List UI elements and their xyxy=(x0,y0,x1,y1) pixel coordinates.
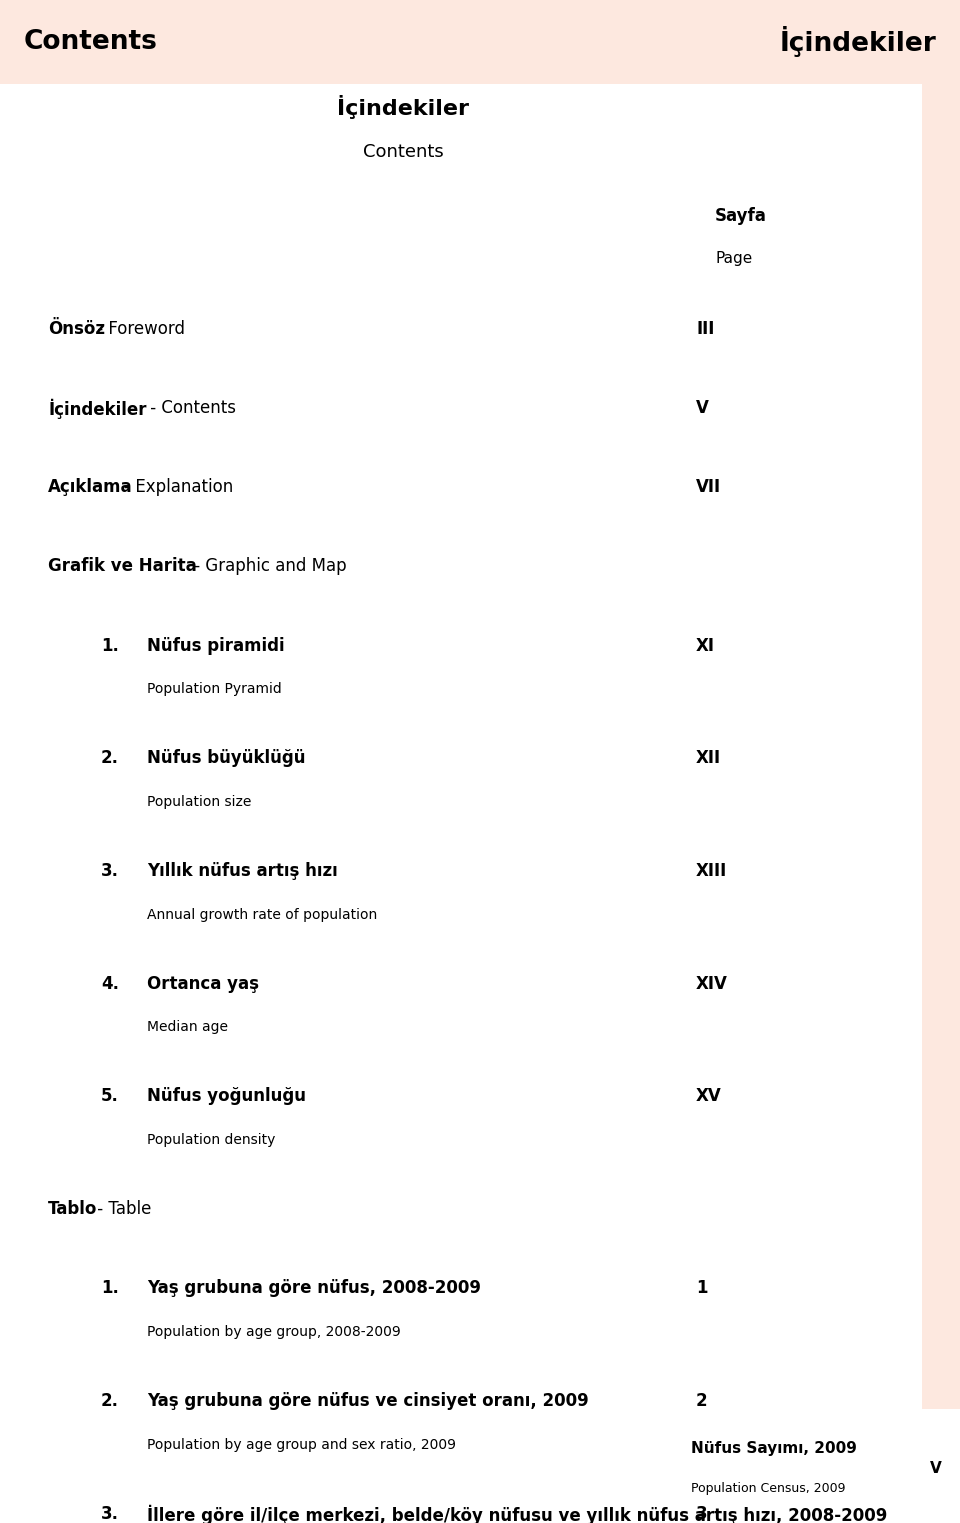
Text: Annual growth rate of population: Annual growth rate of population xyxy=(147,908,377,921)
Text: İçindekiler: İçindekiler xyxy=(780,26,936,58)
Text: Nüfus yoğunluğu: Nüfus yoğunluğu xyxy=(147,1087,306,1106)
Text: İllere göre il/ilçe merkezi, belde/köy nüfusu ve yıllık nüfus artış hızı, 2008-2: İllere göre il/ilçe merkezi, belde/köy n… xyxy=(147,1505,887,1523)
Text: Önsöz: Önsöz xyxy=(48,320,105,338)
Text: V: V xyxy=(930,1461,942,1476)
Text: Page: Page xyxy=(715,251,753,267)
Text: Contents: Contents xyxy=(24,29,157,55)
Text: VII: VII xyxy=(696,478,721,496)
Text: Nüfus Sayımı, 2009: Nüfus Sayımı, 2009 xyxy=(691,1441,857,1456)
Text: Population Pyramid: Population Pyramid xyxy=(147,682,281,696)
Text: 2.: 2. xyxy=(101,749,119,768)
Text: - Graphic and Map: - Graphic and Map xyxy=(189,557,347,576)
Text: XI: XI xyxy=(696,637,715,655)
Text: 5.: 5. xyxy=(101,1087,119,1106)
Text: - Explanation: - Explanation xyxy=(119,478,233,496)
Text: Population size: Population size xyxy=(147,795,252,809)
Text: XIII: XIII xyxy=(696,862,728,880)
Text: XII: XII xyxy=(696,749,721,768)
Text: Nüfus büyüklüğü: Nüfus büyüklüğü xyxy=(147,749,305,768)
Text: 2: 2 xyxy=(696,1392,708,1410)
Bar xyxy=(0,0,960,84)
Text: Population Census, 2009: Population Census, 2009 xyxy=(691,1482,846,1496)
Text: Nüfus piramidi: Nüfus piramidi xyxy=(147,637,284,655)
Text: V: V xyxy=(696,399,708,417)
Text: Sayfa: Sayfa xyxy=(715,207,767,225)
Text: Contents: Contents xyxy=(363,143,444,161)
Text: Yaş grubuna göre nüfus ve cinsiyet oranı, 2009: Yaş grubuna göre nüfus ve cinsiyet oranı… xyxy=(147,1392,588,1410)
Text: Population by age group, 2008-2009: Population by age group, 2008-2009 xyxy=(147,1325,400,1339)
Bar xyxy=(922,84,960,1523)
Text: 1: 1 xyxy=(696,1279,708,1298)
Text: Median age: Median age xyxy=(147,1020,228,1034)
Text: 3.: 3. xyxy=(101,862,119,880)
Text: Population density: Population density xyxy=(147,1133,276,1147)
Text: 2.: 2. xyxy=(101,1392,119,1410)
Text: III: III xyxy=(696,320,714,338)
Text: İçindekiler: İçindekiler xyxy=(337,94,469,119)
Text: 4.: 4. xyxy=(101,975,119,993)
Text: Grafik ve Harita: Grafik ve Harita xyxy=(48,557,197,576)
Text: Açıklama: Açıklama xyxy=(48,478,132,496)
Text: - Foreword: - Foreword xyxy=(92,320,185,338)
Text: 1.: 1. xyxy=(101,1279,119,1298)
Text: 3.: 3. xyxy=(101,1505,119,1523)
Text: Yıllık nüfus artış hızı: Yıllık nüfus artış hızı xyxy=(147,862,338,880)
Text: XV: XV xyxy=(696,1087,722,1106)
Text: Yaş grubuna göre nüfus, 2008-2009: Yaş grubuna göre nüfus, 2008-2009 xyxy=(147,1279,481,1298)
Bar xyxy=(0,1409,960,1523)
Text: Tablo: Tablo xyxy=(48,1200,97,1218)
Text: - Table: - Table xyxy=(92,1200,152,1218)
Text: - Contents: - Contents xyxy=(145,399,236,417)
Text: Population by age group and sex ratio, 2009: Population by age group and sex ratio, 2… xyxy=(147,1438,456,1451)
Text: İçindekiler: İçindekiler xyxy=(48,399,147,419)
Text: XIV: XIV xyxy=(696,975,728,993)
Text: 1.: 1. xyxy=(101,637,119,655)
Text: Ortanca yaş: Ortanca yaş xyxy=(147,975,259,993)
Text: 3: 3 xyxy=(696,1505,708,1523)
